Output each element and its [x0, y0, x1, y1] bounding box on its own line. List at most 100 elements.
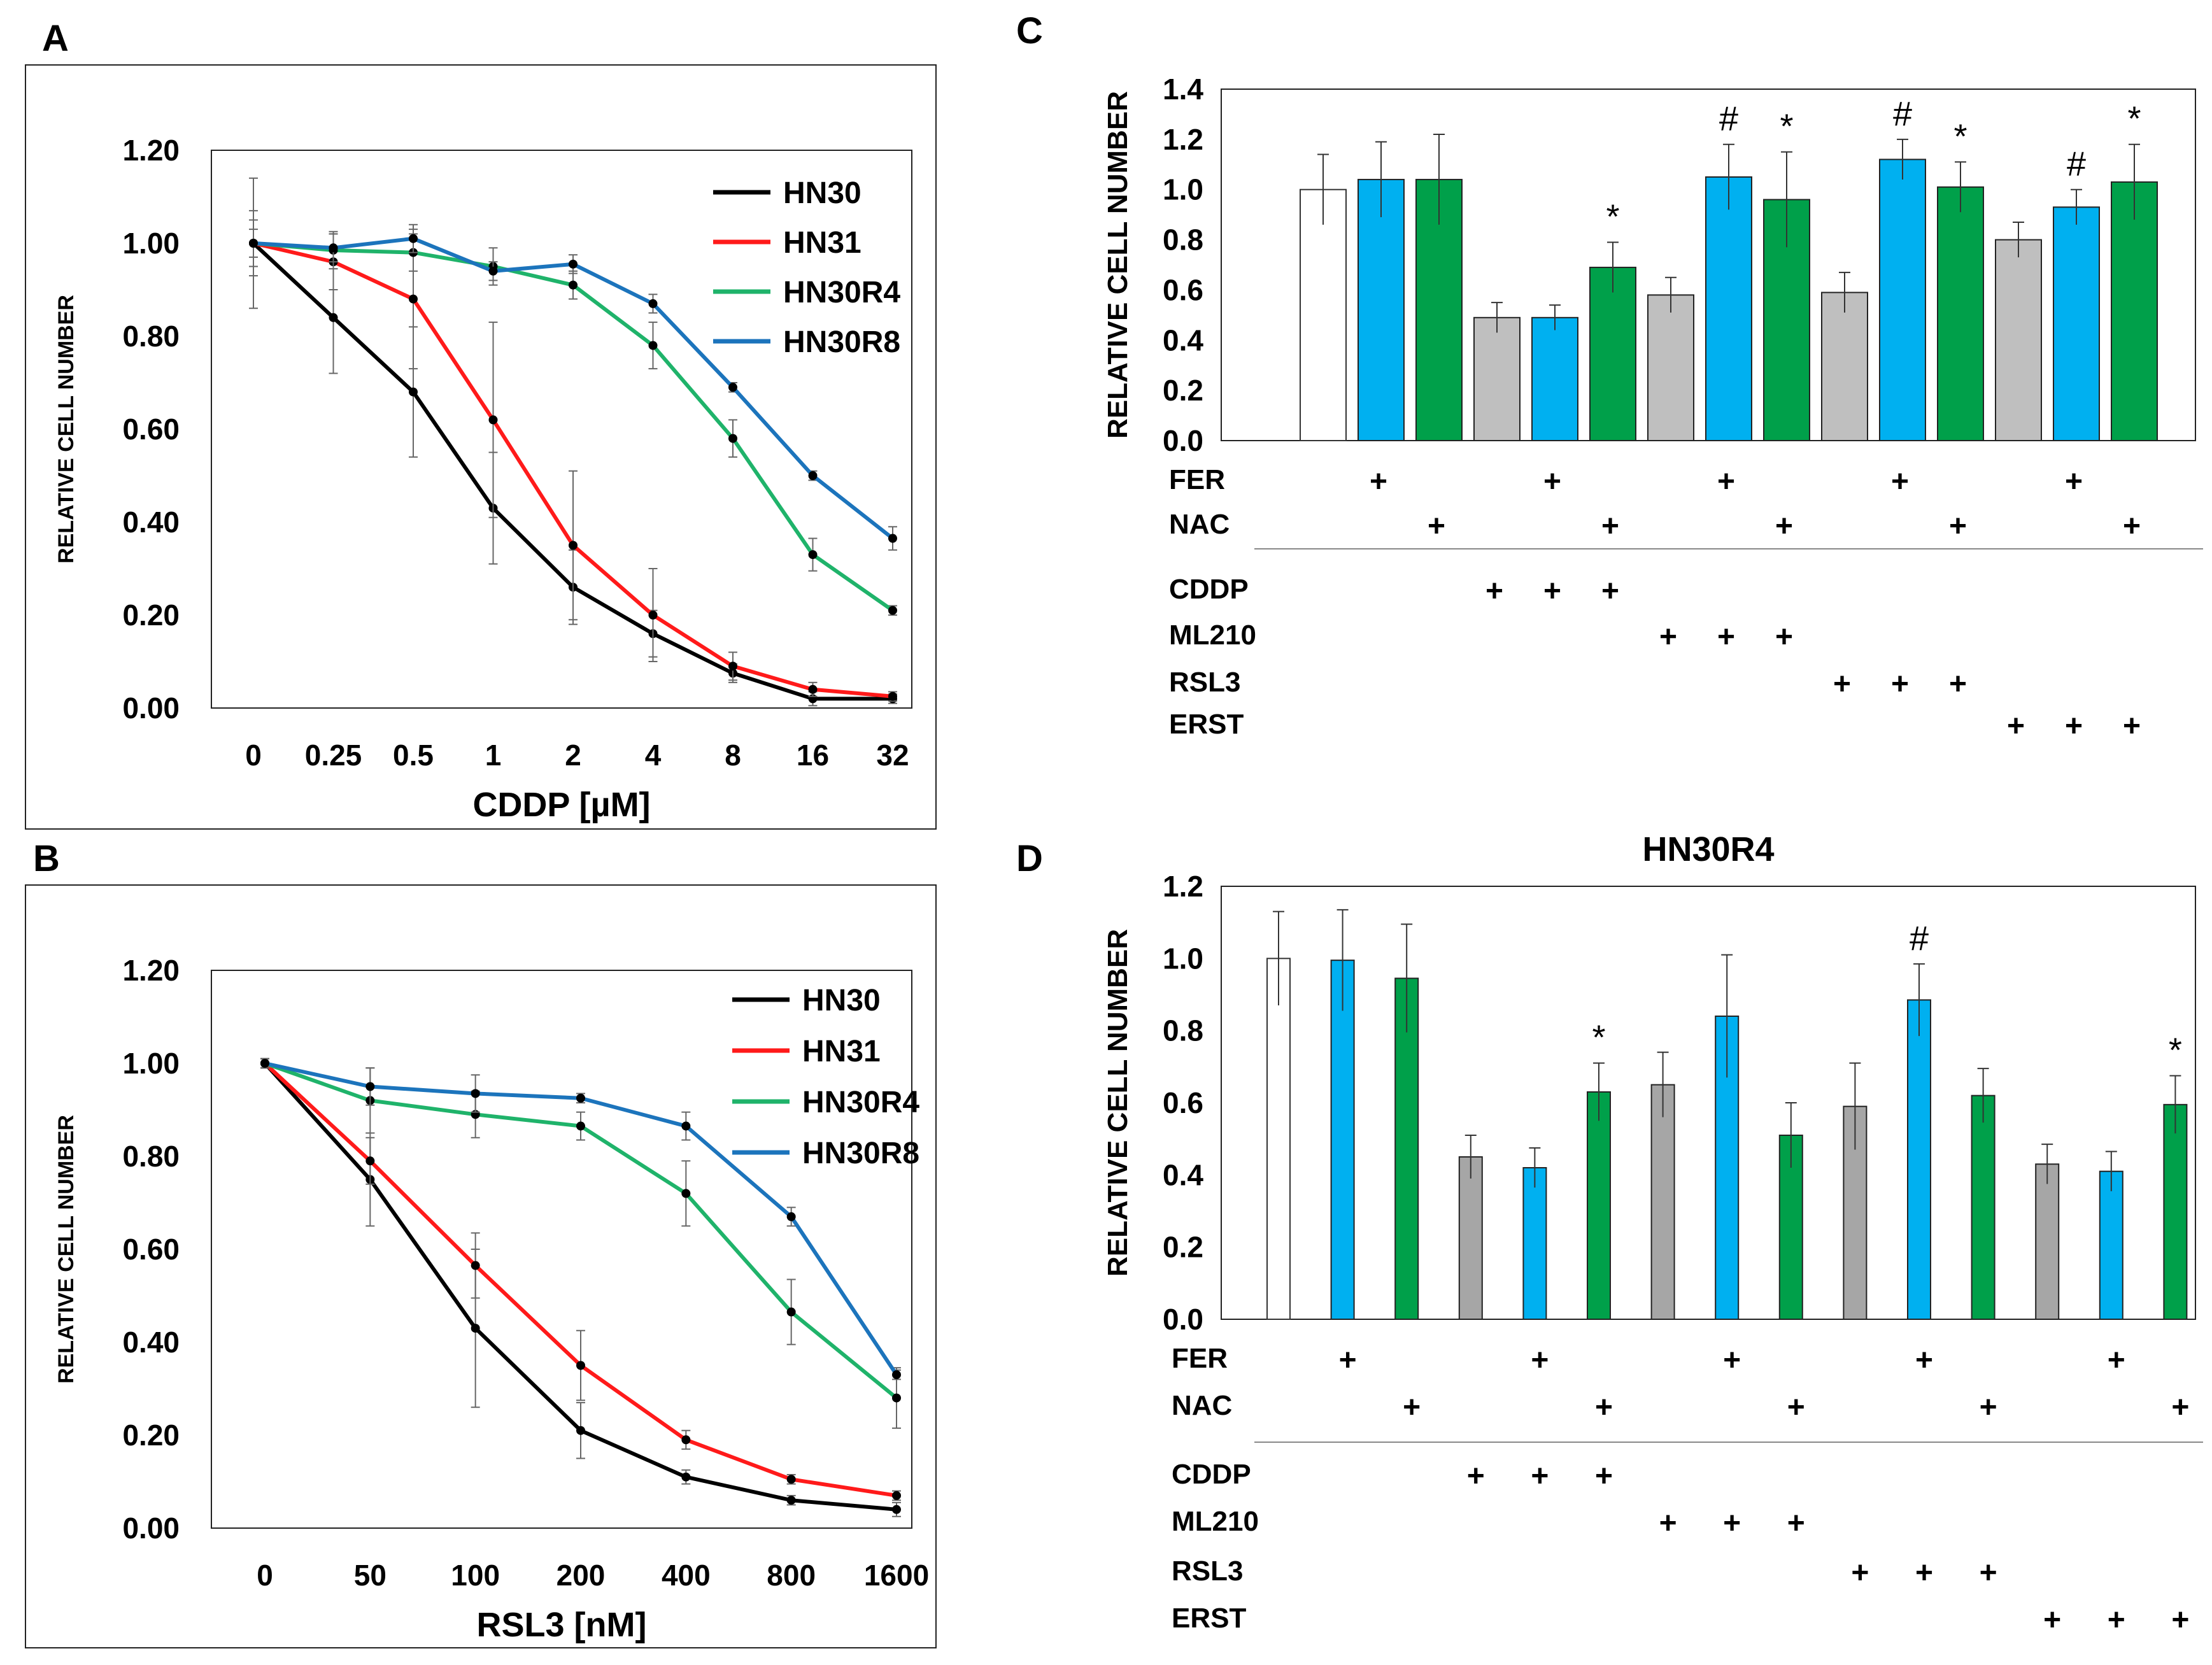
- row-label-cddp: CDDP: [1169, 574, 1249, 605]
- row-label-rsl3: RSL3: [1169, 667, 1240, 698]
- y-axis-title: RELATIVE CELL NUMBER: [54, 1115, 78, 1384]
- data-point: [888, 606, 897, 615]
- plus-mark: +: [1659, 620, 1677, 654]
- data-point: [681, 1435, 691, 1445]
- plus-mark: +: [2043, 1603, 2061, 1637]
- legend-label-hn30r4: HN30R4: [802, 1086, 919, 1119]
- y-tick-label: 0.6: [1163, 1086, 1203, 1119]
- data-point: [888, 691, 897, 701]
- y-tick-label: 0.0: [1163, 424, 1203, 457]
- legend-label-hn30: HN30: [783, 176, 861, 210]
- y-tick-label: 0.4: [1163, 1158, 1203, 1191]
- panel-letter-c: C: [1016, 10, 1043, 52]
- x-tick-label: 0.5: [393, 739, 434, 772]
- x-tick-label: 400: [662, 1559, 711, 1592]
- x-tick-label: 0.25: [305, 739, 362, 772]
- plus-mark: +: [1833, 667, 1851, 701]
- plus-mark: +: [1595, 1459, 1613, 1493]
- bar: [1995, 239, 2042, 441]
- data-point: [488, 415, 498, 425]
- significance-mark: #: [1910, 919, 1929, 958]
- plus-mark: +: [1949, 509, 1967, 543]
- plus-mark: +: [1775, 620, 1793, 654]
- x-tick-label: 0: [257, 1559, 273, 1592]
- y-tick-label: 0.80: [122, 1140, 180, 1173]
- plot-area: [211, 150, 912, 709]
- legend-label-hn30r8: HN30R8: [802, 1137, 919, 1170]
- bar: [1937, 186, 1984, 441]
- plus-mark: +: [1891, 667, 1909, 701]
- significance-mark: *: [1780, 108, 1793, 146]
- data-point: [576, 1093, 585, 1103]
- bar: [1647, 294, 1694, 442]
- y-tick-label: 0.6: [1163, 273, 1203, 306]
- y-tick-label: 1.20: [122, 134, 180, 167]
- y-tick-label: 0.00: [122, 1512, 180, 1545]
- bar: [2053, 206, 2100, 441]
- plus-mark: +: [1595, 1391, 1613, 1424]
- y-tick-label: 0.00: [122, 691, 180, 725]
- data-point: [488, 266, 498, 276]
- y-tick-label: 1.4: [1163, 73, 1203, 106]
- bar: [2163, 1103, 2188, 1321]
- plus-mark: +: [1980, 1556, 1997, 1590]
- plus-mark: +: [1980, 1391, 1997, 1424]
- panel-a-line-chart: 0.00 0.20 0.40 0.60 0.80 1.00 1.20 0 0.25 0.5 1 2 4 8…: [25, 64, 937, 830]
- plus-mark: +: [2065, 709, 2083, 743]
- data-point: [786, 1212, 796, 1221]
- significance-mark: *: [1953, 117, 1967, 155]
- legend-label-hn31: HN31: [802, 1035, 881, 1068]
- x-tick-label: 0: [245, 739, 262, 772]
- plus-mark: +: [1723, 1506, 1741, 1540]
- data-point: [576, 1361, 585, 1370]
- data-point: [471, 1324, 480, 1333]
- plus-mark: +: [2123, 509, 2141, 543]
- plus-mark: +: [1601, 574, 1619, 608]
- significance-mark: *: [1606, 198, 1619, 236]
- significance-mark: *: [2127, 100, 2141, 138]
- data-point: [260, 1059, 269, 1068]
- x-axis-title: RSL3 [nM]: [477, 1606, 647, 1644]
- plus-mark: +: [2171, 1391, 2189, 1424]
- bar: [1907, 999, 1931, 1320]
- significance-mark: #: [1719, 100, 1738, 138]
- y-tick-label: 0.20: [122, 599, 180, 632]
- plus-mark: +: [1915, 1556, 1933, 1590]
- data-point: [728, 662, 737, 671]
- plus-mark: +: [1428, 509, 1445, 543]
- significance-mark: #: [2067, 145, 2086, 183]
- y-tick-label: 0.60: [122, 1233, 180, 1266]
- plot-area: [211, 970, 912, 1529]
- bar: [1705, 176, 1752, 441]
- data-point: [329, 243, 338, 253]
- significance-mark: #: [1893, 95, 1912, 133]
- plus-mark: +: [1717, 620, 1735, 654]
- data-point: [681, 1121, 691, 1131]
- x-tick-label: 800: [767, 1559, 816, 1592]
- plus-mark: +: [1543, 465, 1561, 499]
- y-tick-label: 0.2: [1163, 1231, 1203, 1264]
- plus-mark: +: [1787, 1391, 1805, 1424]
- bar: [1522, 1167, 1547, 1320]
- x-tick-label: 32: [876, 739, 909, 772]
- y-tick-label: 0.8: [1163, 223, 1203, 257]
- bar: [1531, 316, 1578, 441]
- panel-c-bar-chart: 0.0 0.2 0.4 0.6 0.8 1.0 1.2 1.4 RELATIVE CELL NU…: [1102, 73, 2203, 743]
- plus-mark: +: [1891, 465, 1909, 499]
- row-label-nac: NAC: [1172, 1390, 1232, 1421]
- plus-mark: +: [2007, 709, 2025, 743]
- data-point: [892, 1393, 901, 1403]
- legend-label-hn30r4: HN30R4: [783, 276, 900, 309]
- plus-mark: +: [1467, 1459, 1485, 1493]
- chart-frame: [25, 64, 937, 830]
- panel-d-bar-chart: 0.0 0.2 0.4 0.6 0.8 1.0 1.2 RELATIVE CELL NUMBE…: [1102, 830, 2203, 1637]
- data-point: [888, 534, 897, 543]
- row-label-erst: ERST: [1169, 709, 1244, 740]
- data-point: [728, 434, 737, 443]
- plus-mark: +: [2171, 1603, 2189, 1637]
- series-line-hn31: [253, 241, 893, 698]
- x-axis-title: CDDP [µM]: [472, 786, 650, 824]
- data-point: [409, 234, 418, 243]
- legend-label-hn31: HN31: [783, 226, 861, 260]
